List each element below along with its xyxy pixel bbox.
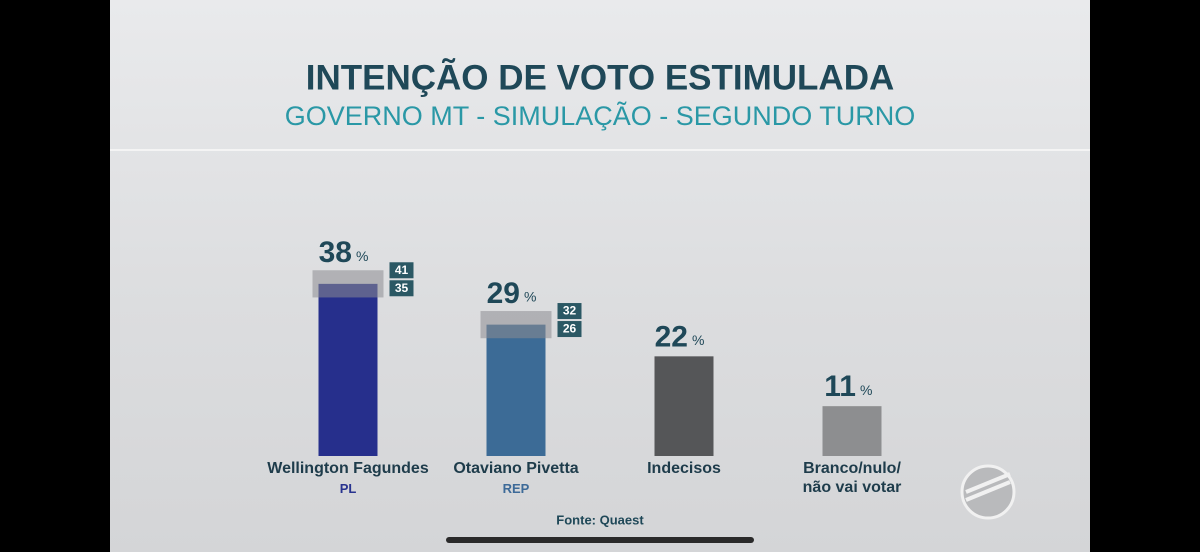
category-label: Indecisos — [647, 460, 721, 477]
value-unit: % — [356, 248, 368, 264]
chart-subtitle: GOVERNO MT - SIMULAÇÃO - SEGUNDO TURNO — [285, 100, 916, 131]
category-label: Wellington Fagundes — [267, 460, 429, 477]
logo-stripes — [965, 472, 1011, 502]
category-label: Branco/nulo/ não vai votar — [802, 460, 902, 496]
bar — [822, 406, 882, 456]
chart-title: INTENÇÃO DE VOTO ESTIMULADA — [306, 58, 895, 97]
chart-panel — [110, 0, 1090, 552]
source: Fonte: Quaest — [556, 512, 644, 527]
value-unit: % — [860, 382, 872, 398]
margin-low-box — [389, 280, 414, 297]
margin-high-box — [557, 303, 582, 320]
party-label: PL — [339, 481, 357, 496]
margin-high-label: 41 — [395, 263, 409, 277]
bar — [486, 324, 546, 456]
value-unit: % — [524, 289, 536, 305]
value-label: 11 — [824, 370, 856, 403]
value-label: 38 — [319, 236, 352, 269]
value-unit: % — [692, 332, 704, 348]
category-label: Otaviano Pivetta — [453, 460, 579, 477]
value-label: 29 — [487, 277, 520, 310]
margin-low-label: 35 — [395, 281, 409, 295]
margin-high-label: 32 — [563, 304, 577, 318]
party-label: REP — [502, 481, 530, 496]
margin-high-box — [389, 262, 414, 279]
home-indicator — [446, 537, 754, 543]
bar — [654, 356, 714, 456]
margin-low-label: 26 — [563, 322, 577, 336]
margin-range — [312, 270, 384, 298]
margin-range — [480, 311, 552, 339]
bar — [318, 283, 378, 456]
value-label: 22 — [655, 320, 688, 353]
margin-low-box — [557, 321, 582, 338]
